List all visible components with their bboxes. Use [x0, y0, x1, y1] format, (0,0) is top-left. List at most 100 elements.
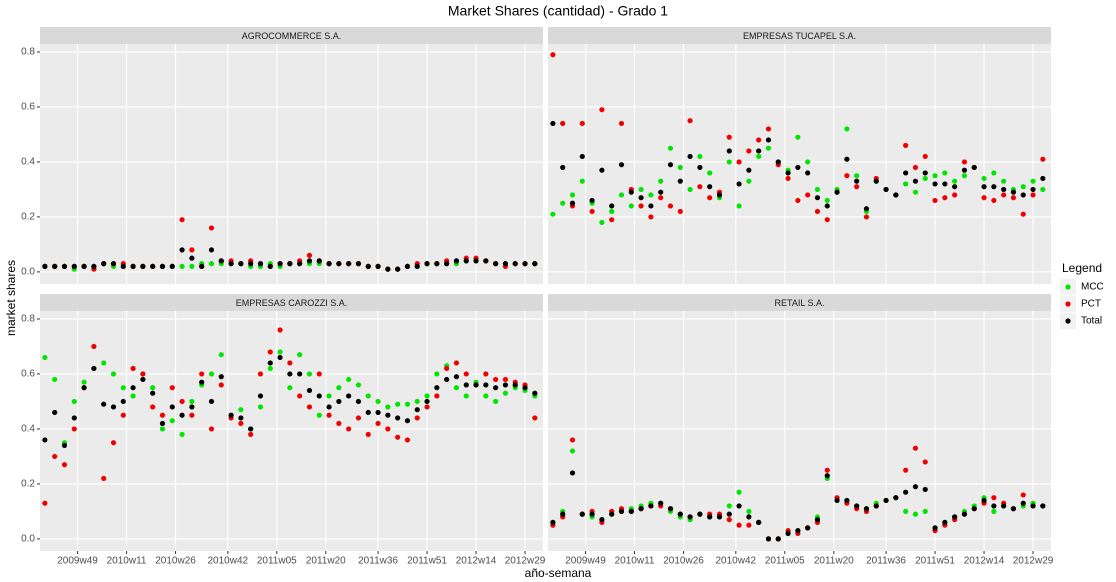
point — [942, 195, 948, 201]
point — [483, 371, 489, 377]
point — [805, 192, 811, 198]
point — [42, 263, 48, 270]
point — [991, 184, 997, 190]
point — [463, 393, 469, 399]
y-tick-label: 0.8 — [21, 47, 35, 58]
point — [756, 519, 762, 526]
point — [502, 382, 509, 388]
point — [736, 489, 742, 495]
point — [697, 164, 703, 171]
point — [120, 263, 126, 270]
point — [238, 261, 244, 267]
point — [667, 506, 674, 512]
point — [42, 500, 48, 506]
point — [981, 497, 987, 504]
point — [199, 379, 205, 385]
point — [746, 514, 752, 520]
point — [189, 412, 195, 418]
point — [736, 203, 742, 209]
strip-label: RETAIL S.A. — [774, 298, 824, 308]
point — [569, 448, 576, 454]
point — [424, 393, 430, 399]
point — [199, 263, 205, 270]
point — [404, 437, 411, 443]
point — [169, 385, 175, 391]
point — [589, 197, 595, 204]
point — [208, 261, 215, 267]
point — [179, 247, 185, 253]
x-tick-label: 2009w49 — [565, 556, 606, 567]
y-axis-label: market shares — [4, 260, 18, 336]
point — [346, 426, 352, 432]
point — [707, 170, 713, 176]
point — [179, 398, 185, 405]
point — [707, 184, 713, 190]
point — [110, 371, 117, 377]
x-tick-label: 2010w26 — [155, 556, 196, 567]
point — [1020, 184, 1026, 190]
point — [981, 195, 987, 201]
point — [569, 470, 576, 476]
point — [765, 536, 772, 542]
point — [365, 263, 371, 270]
legend-label: PCT — [1081, 299, 1101, 310]
point — [677, 511, 683, 517]
y-tick-label: 0.4 — [21, 157, 35, 168]
point — [493, 398, 499, 405]
point — [346, 376, 352, 383]
point — [560, 511, 566, 517]
point — [267, 349, 273, 355]
point — [434, 393, 440, 399]
point — [1040, 156, 1046, 162]
point — [638, 186, 644, 193]
point — [922, 459, 928, 465]
legend-marker — [1065, 318, 1071, 324]
strip-background — [40, 294, 543, 311]
point — [961, 511, 968, 517]
point — [120, 398, 126, 405]
point — [814, 517, 821, 523]
point — [326, 404, 332, 410]
point — [140, 371, 146, 377]
x-tick-label: 2011w20 — [306, 556, 346, 567]
point — [550, 519, 556, 526]
point — [375, 263, 381, 270]
point — [618, 508, 625, 515]
point — [316, 258, 322, 264]
point — [306, 404, 313, 410]
point — [395, 434, 401, 440]
point — [404, 418, 411, 424]
y-tick-label: 0.6 — [21, 369, 35, 380]
x-tick-label: 2011w05 — [257, 556, 297, 567]
point — [1001, 186, 1007, 193]
point — [71, 415, 77, 421]
y-tick-label: 0.6 — [21, 102, 35, 113]
point — [179, 217, 185, 223]
point — [775, 536, 781, 542]
point — [297, 393, 303, 399]
point — [385, 412, 391, 418]
point — [140, 263, 146, 270]
point — [395, 415, 401, 421]
x-tick-label: 2011w20 — [814, 556, 854, 567]
point — [385, 426, 391, 432]
point — [493, 376, 499, 383]
point — [179, 412, 185, 418]
point — [658, 195, 664, 201]
point — [628, 203, 634, 209]
point — [707, 195, 713, 201]
point — [199, 371, 205, 377]
strip-background — [548, 27, 1051, 44]
point — [355, 398, 362, 405]
point — [61, 442, 68, 449]
strip-background — [40, 27, 543, 44]
point — [218, 382, 224, 388]
point — [483, 258, 489, 264]
point — [101, 360, 107, 366]
point — [795, 197, 801, 204]
point — [550, 211, 556, 217]
point — [599, 517, 605, 523]
point — [922, 153, 928, 160]
point — [844, 156, 850, 162]
panel-background — [40, 311, 543, 551]
